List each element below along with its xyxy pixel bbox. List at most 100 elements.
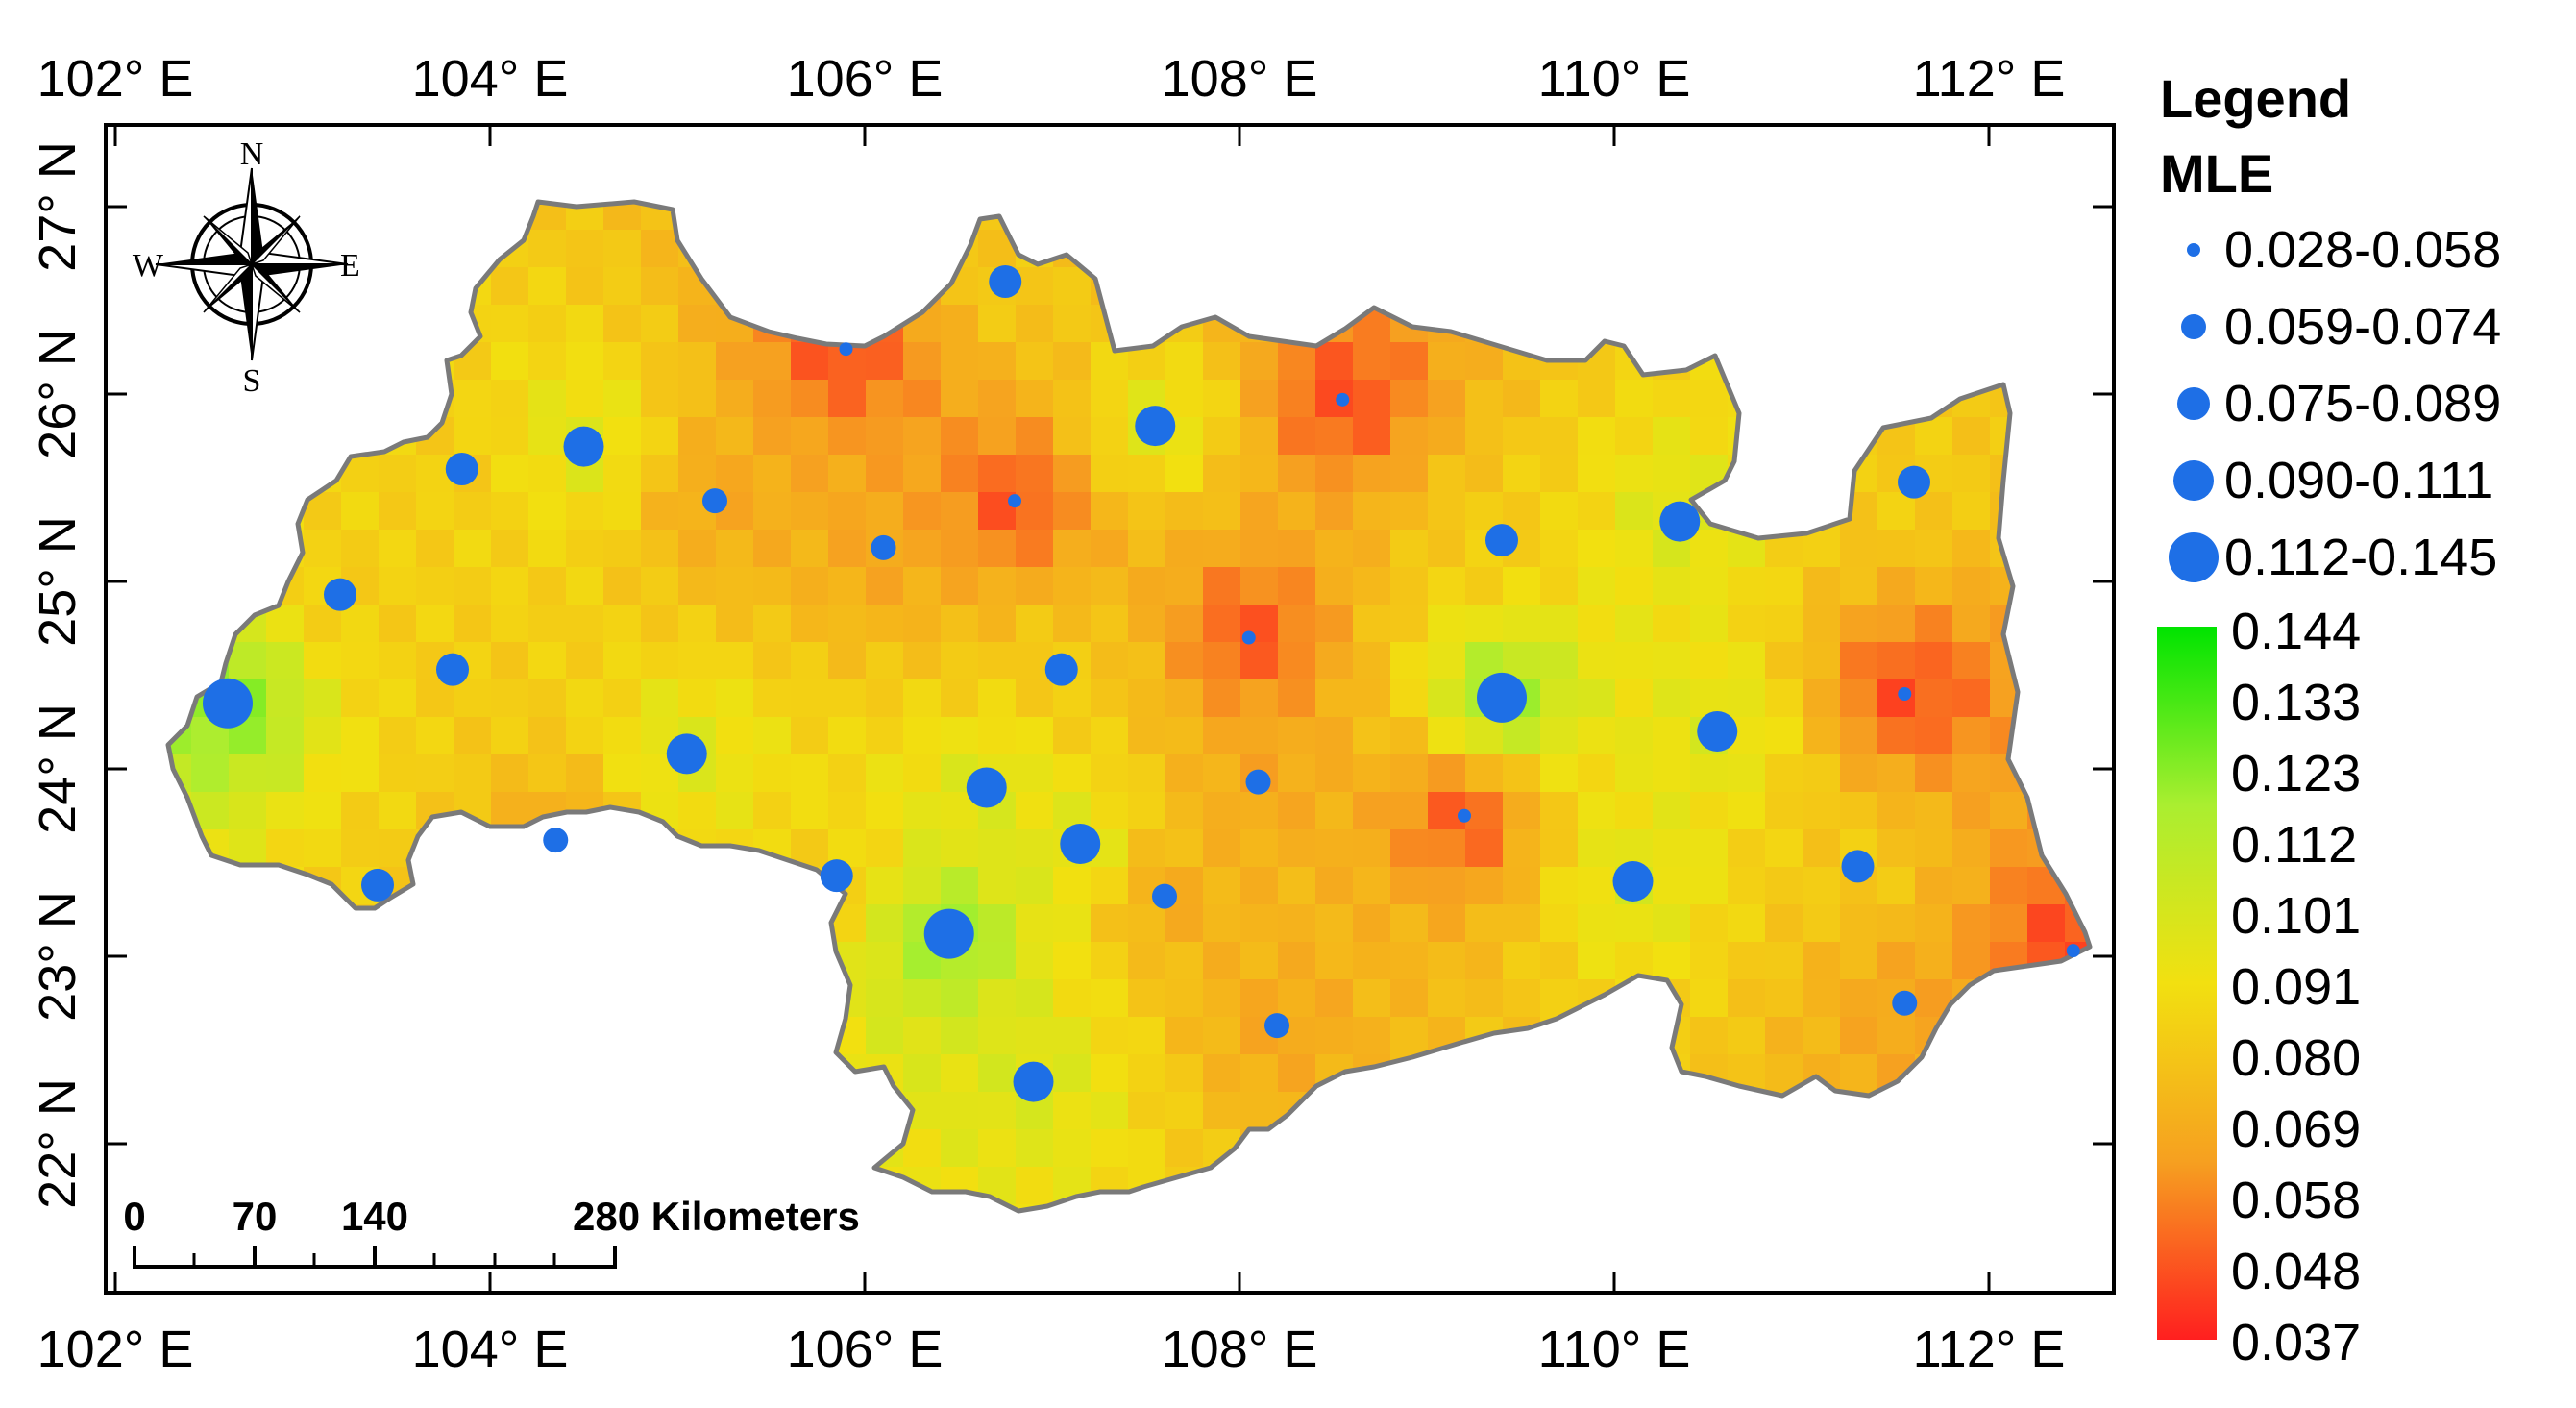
- raster-cell: [1503, 605, 1541, 643]
- raster-cell: [1877, 754, 1916, 793]
- raster-cell: [1128, 679, 1166, 718]
- raster-cell: [1952, 904, 1991, 943]
- raster-cell: [866, 380, 904, 418]
- raster-cell: [716, 567, 754, 605]
- raster-cell: [1803, 679, 1841, 718]
- raster-cell: [753, 754, 792, 793]
- raster-cell: [1690, 754, 1729, 793]
- raster-cell: [1016, 492, 1054, 531]
- raster-cell: [941, 679, 979, 718]
- raster-cell: [1278, 530, 1316, 568]
- raster-cell: [1690, 1017, 1729, 1055]
- scale-label-0: 0: [123, 1194, 145, 1239]
- raster-cell: [866, 867, 904, 905]
- station-point: [1898, 687, 1912, 701]
- raster-cell: [229, 792, 267, 830]
- raster-cell: [1091, 1054, 1129, 1093]
- raster-cell: [528, 380, 567, 418]
- raster-cell: [1053, 530, 1092, 568]
- station-point: [1008, 494, 1021, 508]
- raster-cell: [1615, 455, 1654, 493]
- raster-cell: [1315, 605, 1354, 643]
- raster-cell: [1278, 605, 1316, 643]
- raster-cell: [978, 380, 1017, 418]
- raster-cell: [341, 642, 380, 680]
- raster-cell: [304, 717, 342, 755]
- raster-cell: [1503, 792, 1541, 830]
- raster-cell: [603, 679, 642, 718]
- raster-cell: [1728, 679, 1766, 718]
- raster-cell: [941, 1054, 979, 1093]
- raster-cell: [641, 380, 679, 418]
- raster-cell: [454, 717, 492, 755]
- raster-cell: [941, 567, 979, 605]
- raster-cell: [791, 455, 829, 493]
- raster-cell: [1165, 942, 1204, 980]
- raster-cell: [1540, 679, 1579, 718]
- raster-cell: [1690, 792, 1729, 830]
- raster-cell: [866, 942, 904, 980]
- raster-cell: [1053, 942, 1092, 980]
- raster-cell: [678, 380, 717, 418]
- station-point: [1336, 392, 1350, 407]
- raster-cell: [528, 754, 567, 793]
- raster-cell: [1203, 754, 1241, 793]
- lon-label-top: 112° E: [1913, 50, 2066, 108]
- raster-cell: [1840, 979, 1878, 1018]
- raster-cell: [1240, 417, 1279, 456]
- raster-cell: [1091, 417, 1129, 456]
- legend-point-classes: [2169, 243, 2219, 582]
- lat-label: 27° N: [29, 141, 86, 272]
- legend-class-label: 0.028-0.058: [2224, 221, 2501, 279]
- legend-colorbar: [2157, 627, 2217, 1340]
- raster-cell: [1053, 342, 1092, 381]
- raster-cell: [1653, 829, 1691, 868]
- raster-cell: [1728, 1017, 1766, 1055]
- raster-cell: [1315, 1017, 1354, 1055]
- raster-cell: [416, 679, 454, 718]
- raster-cell: [753, 417, 792, 456]
- raster-cell: [1240, 455, 1279, 493]
- raster-cell: [1203, 904, 1241, 943]
- raster-cell: [641, 567, 679, 605]
- raster-cell: [1615, 567, 1654, 605]
- raster-cell: [1091, 867, 1129, 905]
- lat-label: 23° N: [29, 891, 86, 1022]
- raster-cell: [1278, 342, 1316, 381]
- raster-cell: [1053, 267, 1092, 306]
- raster-cell: [341, 530, 380, 568]
- raster-cell: [1016, 942, 1054, 980]
- raster-cell: [753, 642, 792, 680]
- raster-cell: [641, 305, 679, 343]
- raster-cell: [641, 530, 679, 568]
- raster-cell: [2027, 904, 2066, 943]
- raster-cell: [1016, 567, 1054, 605]
- raster-cell: [1578, 867, 1616, 905]
- raster-cell: [1353, 605, 1391, 643]
- raster-cell: [1690, 829, 1729, 868]
- raster-cell: [1128, 1129, 1166, 1168]
- raster-cell: [1240, 829, 1279, 868]
- legend-subtitle: MLE: [2160, 143, 2273, 204]
- raster-cell: [1540, 867, 1579, 905]
- raster-cell: [1803, 1017, 1841, 1055]
- raster-cell: [866, 342, 904, 381]
- raster-cell: [1465, 417, 1504, 456]
- raster-cell: [341, 605, 380, 643]
- raster-cell: [641, 605, 679, 643]
- raster-cell: [1428, 492, 1466, 531]
- raster-cell: [1053, 904, 1092, 943]
- raster-cell: [791, 642, 829, 680]
- raster-cell: [1091, 942, 1129, 980]
- raster-cell: [978, 829, 1017, 868]
- raster-cell: [528, 492, 567, 531]
- raster-cell: [1128, 1092, 1166, 1130]
- raster-cell: [1690, 380, 1729, 418]
- raster-cell: [791, 567, 829, 605]
- raster-cell: [1503, 979, 1541, 1018]
- raster-cell: [1315, 567, 1354, 605]
- raster-cell: [1240, 567, 1279, 605]
- raster-cell: [1315, 829, 1354, 868]
- raster-cell: [1315, 867, 1354, 905]
- raster-cell: [1653, 867, 1691, 905]
